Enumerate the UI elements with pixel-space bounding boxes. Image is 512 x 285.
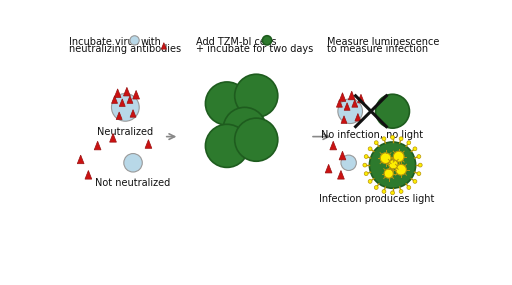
Circle shape bbox=[382, 190, 386, 194]
Polygon shape bbox=[112, 96, 118, 103]
Polygon shape bbox=[344, 103, 350, 110]
Circle shape bbox=[413, 147, 417, 151]
Circle shape bbox=[234, 118, 278, 161]
Circle shape bbox=[396, 164, 407, 175]
Circle shape bbox=[364, 172, 368, 176]
Polygon shape bbox=[123, 87, 130, 96]
Text: Infection produces light: Infection produces light bbox=[319, 194, 435, 203]
Text: to measure infection: to measure infection bbox=[327, 44, 428, 54]
Circle shape bbox=[124, 154, 142, 172]
Circle shape bbox=[341, 155, 356, 170]
Circle shape bbox=[364, 154, 368, 158]
Polygon shape bbox=[127, 96, 133, 103]
Circle shape bbox=[338, 99, 362, 123]
Circle shape bbox=[384, 169, 393, 178]
Text: + incubate for two days: + incubate for two days bbox=[196, 44, 313, 54]
Circle shape bbox=[262, 36, 272, 45]
Circle shape bbox=[205, 82, 248, 125]
Circle shape bbox=[223, 107, 266, 150]
Circle shape bbox=[130, 36, 139, 45]
Polygon shape bbox=[133, 90, 139, 99]
Circle shape bbox=[363, 163, 367, 167]
Text: neutralizing antibodies: neutralizing antibodies bbox=[69, 44, 181, 54]
Polygon shape bbox=[330, 141, 336, 150]
Circle shape bbox=[382, 137, 386, 141]
Polygon shape bbox=[352, 100, 358, 107]
Polygon shape bbox=[339, 93, 346, 101]
Polygon shape bbox=[341, 116, 347, 123]
Polygon shape bbox=[114, 89, 121, 97]
Circle shape bbox=[407, 141, 411, 144]
Polygon shape bbox=[85, 170, 92, 179]
Text: Not neutralized: Not neutralized bbox=[95, 178, 170, 188]
Text: with: with bbox=[141, 36, 162, 46]
Polygon shape bbox=[119, 99, 125, 106]
Text: No infection, no light: No infection, no light bbox=[321, 131, 423, 141]
Polygon shape bbox=[77, 155, 84, 164]
Polygon shape bbox=[161, 43, 166, 49]
Circle shape bbox=[389, 160, 398, 169]
Circle shape bbox=[399, 190, 403, 194]
Polygon shape bbox=[145, 140, 152, 148]
Circle shape bbox=[234, 74, 278, 117]
Circle shape bbox=[399, 137, 403, 141]
Polygon shape bbox=[339, 151, 346, 160]
Polygon shape bbox=[337, 170, 345, 179]
Circle shape bbox=[407, 186, 411, 190]
Polygon shape bbox=[336, 100, 343, 107]
Text: Measure luminescence: Measure luminescence bbox=[327, 36, 439, 46]
Polygon shape bbox=[110, 134, 116, 142]
Polygon shape bbox=[357, 94, 365, 103]
Text: Neutralized: Neutralized bbox=[97, 127, 154, 137]
Circle shape bbox=[376, 94, 410, 128]
Polygon shape bbox=[325, 164, 332, 173]
Circle shape bbox=[112, 93, 139, 121]
Circle shape bbox=[393, 151, 404, 162]
Circle shape bbox=[205, 124, 248, 167]
Circle shape bbox=[374, 141, 378, 144]
Circle shape bbox=[391, 191, 394, 195]
Circle shape bbox=[417, 154, 421, 158]
Polygon shape bbox=[116, 112, 122, 119]
Polygon shape bbox=[348, 91, 355, 100]
Circle shape bbox=[391, 135, 394, 139]
Circle shape bbox=[380, 153, 391, 164]
Circle shape bbox=[413, 180, 417, 183]
Circle shape bbox=[368, 147, 372, 151]
Polygon shape bbox=[130, 110, 136, 117]
Text: Incubate virus: Incubate virus bbox=[69, 36, 139, 46]
Circle shape bbox=[370, 142, 416, 188]
Polygon shape bbox=[94, 141, 101, 150]
Circle shape bbox=[418, 163, 422, 167]
Polygon shape bbox=[355, 113, 361, 121]
Circle shape bbox=[368, 180, 372, 183]
Circle shape bbox=[417, 172, 421, 176]
Text: Add TZM-bl cells: Add TZM-bl cells bbox=[196, 36, 276, 46]
Circle shape bbox=[374, 186, 378, 190]
